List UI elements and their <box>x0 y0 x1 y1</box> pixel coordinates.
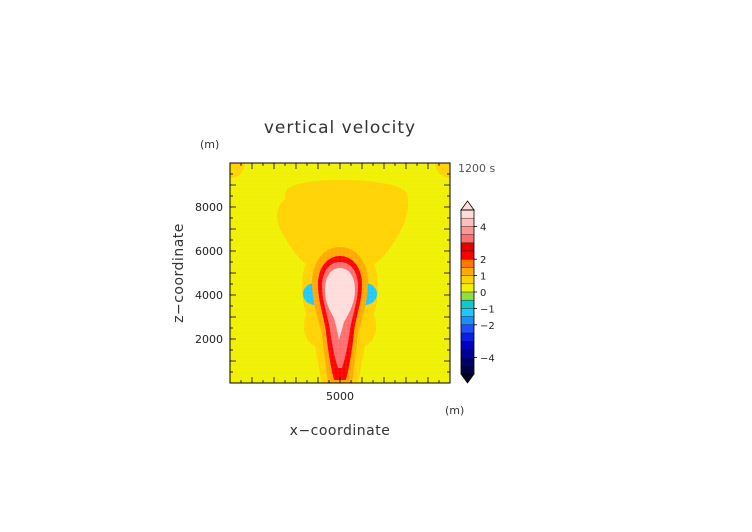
colorbar-swatch <box>461 226 474 235</box>
colorbar-swatch <box>461 259 474 268</box>
x-axis-label: x−coordinate <box>290 423 391 439</box>
colorbar-tick-label: 2 <box>480 255 486 266</box>
colorbar-under-triangle <box>460 373 475 384</box>
y-tick-label: 4000 <box>195 289 223 302</box>
colorbar-swatch <box>461 357 474 366</box>
field-corner-left <box>230 163 245 178</box>
chart-title: vertical velocity <box>264 118 416 138</box>
colorbar-tick-label: 0 <box>480 288 486 299</box>
colorbar-swatch <box>461 300 474 309</box>
colorbar-over-triangle <box>460 200 475 211</box>
axes: 5000 2000 4000 6000 8000 <box>195 163 450 403</box>
y-tick-label: 6000 <box>195 245 223 258</box>
colorbar-swatch <box>461 275 474 284</box>
field-white-core <box>325 268 355 340</box>
time-label: 1200 s <box>458 162 495 175</box>
colorbar-tick-label: −4 <box>480 354 495 365</box>
field-corner-right <box>435 163 450 178</box>
x-unit-label: (m) <box>445 404 464 417</box>
y-tick-label: 2000 <box>195 333 223 346</box>
colorbar-tick-label: 1 <box>480 272 486 283</box>
y-axis-label: z−coordinate <box>171 223 187 323</box>
y-tick-label: 8000 <box>195 201 223 214</box>
colorbar-swatch <box>461 365 474 374</box>
field-upper-yellow <box>277 180 409 272</box>
colorbar-swatch <box>461 210 474 219</box>
colorbar-tick-label: −1 <box>480 304 495 315</box>
colorbar-swatch <box>461 251 474 260</box>
colorbar-swatch <box>461 234 474 243</box>
plot-area <box>229 162 451 384</box>
colorbar-swatch <box>461 333 474 342</box>
colorbar-swatch <box>461 341 474 350</box>
colorbar: 4 2 1 0 −1 −2 −4 <box>460 200 495 384</box>
colorbar-swatch <box>461 283 474 292</box>
colorbar-tick-label: −2 <box>480 321 495 332</box>
colorbar-tick-label: 4 <box>480 222 486 233</box>
colorbar-swatch <box>461 349 474 358</box>
y-unit-label: (m) <box>200 138 219 151</box>
colorbar-swatch <box>461 218 474 227</box>
colorbar-swatch <box>461 324 474 333</box>
colorbar-swatch <box>461 242 474 251</box>
x-tick-label: 5000 <box>326 390 354 403</box>
colorbar-swatch <box>461 292 474 301</box>
colorbar-swatch <box>461 308 474 317</box>
colorbar-swatch <box>461 316 474 325</box>
colorbar-swatch <box>461 267 474 276</box>
